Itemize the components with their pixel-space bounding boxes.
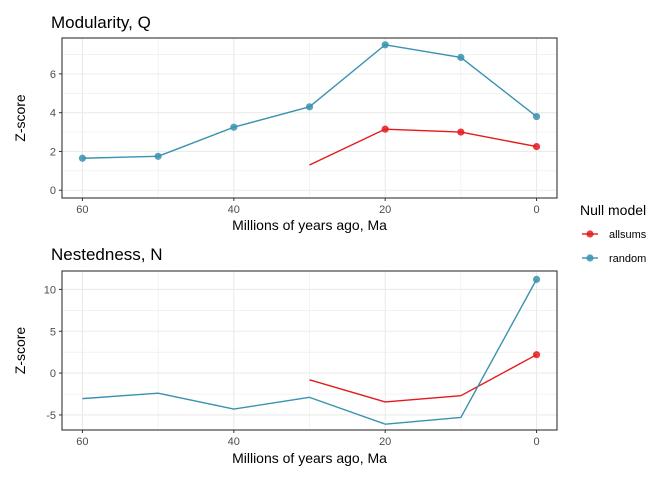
data-point-random — [154, 152, 162, 160]
y-tick-label: 6 — [50, 69, 56, 81]
y-tick-label: 4 — [50, 108, 56, 120]
data-point-random — [305, 103, 314, 111]
x-tick-label: 20 — [379, 204, 391, 216]
legend-title: Null model — [580, 202, 646, 218]
legend-label-allsums: allsums — [609, 229, 647, 241]
data-point-random — [230, 123, 238, 131]
x-tick-label: 60 — [76, 436, 88, 448]
y-tick-label: 10 — [44, 284, 56, 296]
y-tick-label: 0 — [50, 185, 56, 197]
legend-item-allsums: allsums — [582, 229, 647, 241]
x-tick-label: 40 — [228, 436, 240, 448]
data-point-random — [532, 275, 541, 283]
legend-label-random: random — [609, 253, 646, 265]
legend-key-marker-random — [586, 254, 594, 262]
data-point-allsums — [381, 125, 389, 133]
data-point-random — [532, 112, 541, 121]
x-tick-label: 40 — [228, 204, 240, 216]
legend-key-marker-allsums — [586, 230, 594, 238]
x-tick-label: 60 — [76, 204, 88, 216]
data-point-random — [78, 154, 87, 162]
y-tick-label: 0 — [50, 368, 56, 380]
x-axis-title: Millions of years ago, Ma — [232, 450, 387, 466]
y-tick-label: 2 — [50, 146, 56, 158]
x-axis-title: Millions of years ago, Ma — [232, 217, 387, 233]
panel-nestedness: -5 0 5 10 60 40 20 0 Nestedness, N Millions of ye… — [12, 245, 558, 466]
x-tick-label: 20 — [379, 436, 391, 448]
chart-title: Modularity, Q — [51, 13, 151, 32]
legend: Null model allsums random — [580, 202, 647, 265]
x-tick-label: 0 — [534, 436, 540, 448]
data-point-random — [457, 53, 465, 61]
panel-modularity: 0 2 4 6 60 40 20 0 Modularity, Q Millions of year… — [12, 13, 558, 233]
data-point-allsums — [457, 128, 465, 136]
panel-border — [61, 37, 558, 199]
y-tick-label: -5 — [46, 410, 56, 422]
legend-item-random: random — [582, 253, 646, 265]
y-tick-label: 5 — [50, 326, 56, 338]
y-axis-title: Z-score — [12, 94, 28, 142]
x-tick-label: 0 — [534, 204, 540, 216]
series-line-allsums — [309, 354, 537, 403]
y-axis-title: Z-score — [12, 327, 28, 375]
data-point-random — [381, 41, 389, 49]
data-point-allsums — [532, 143, 541, 151]
chart-title: Nestedness, N — [51, 245, 163, 264]
panel-border — [61, 270, 558, 431]
data-point-allsums — [532, 351, 541, 359]
series-line-allsums — [309, 128, 537, 166]
series-line-random — [82, 279, 538, 425]
